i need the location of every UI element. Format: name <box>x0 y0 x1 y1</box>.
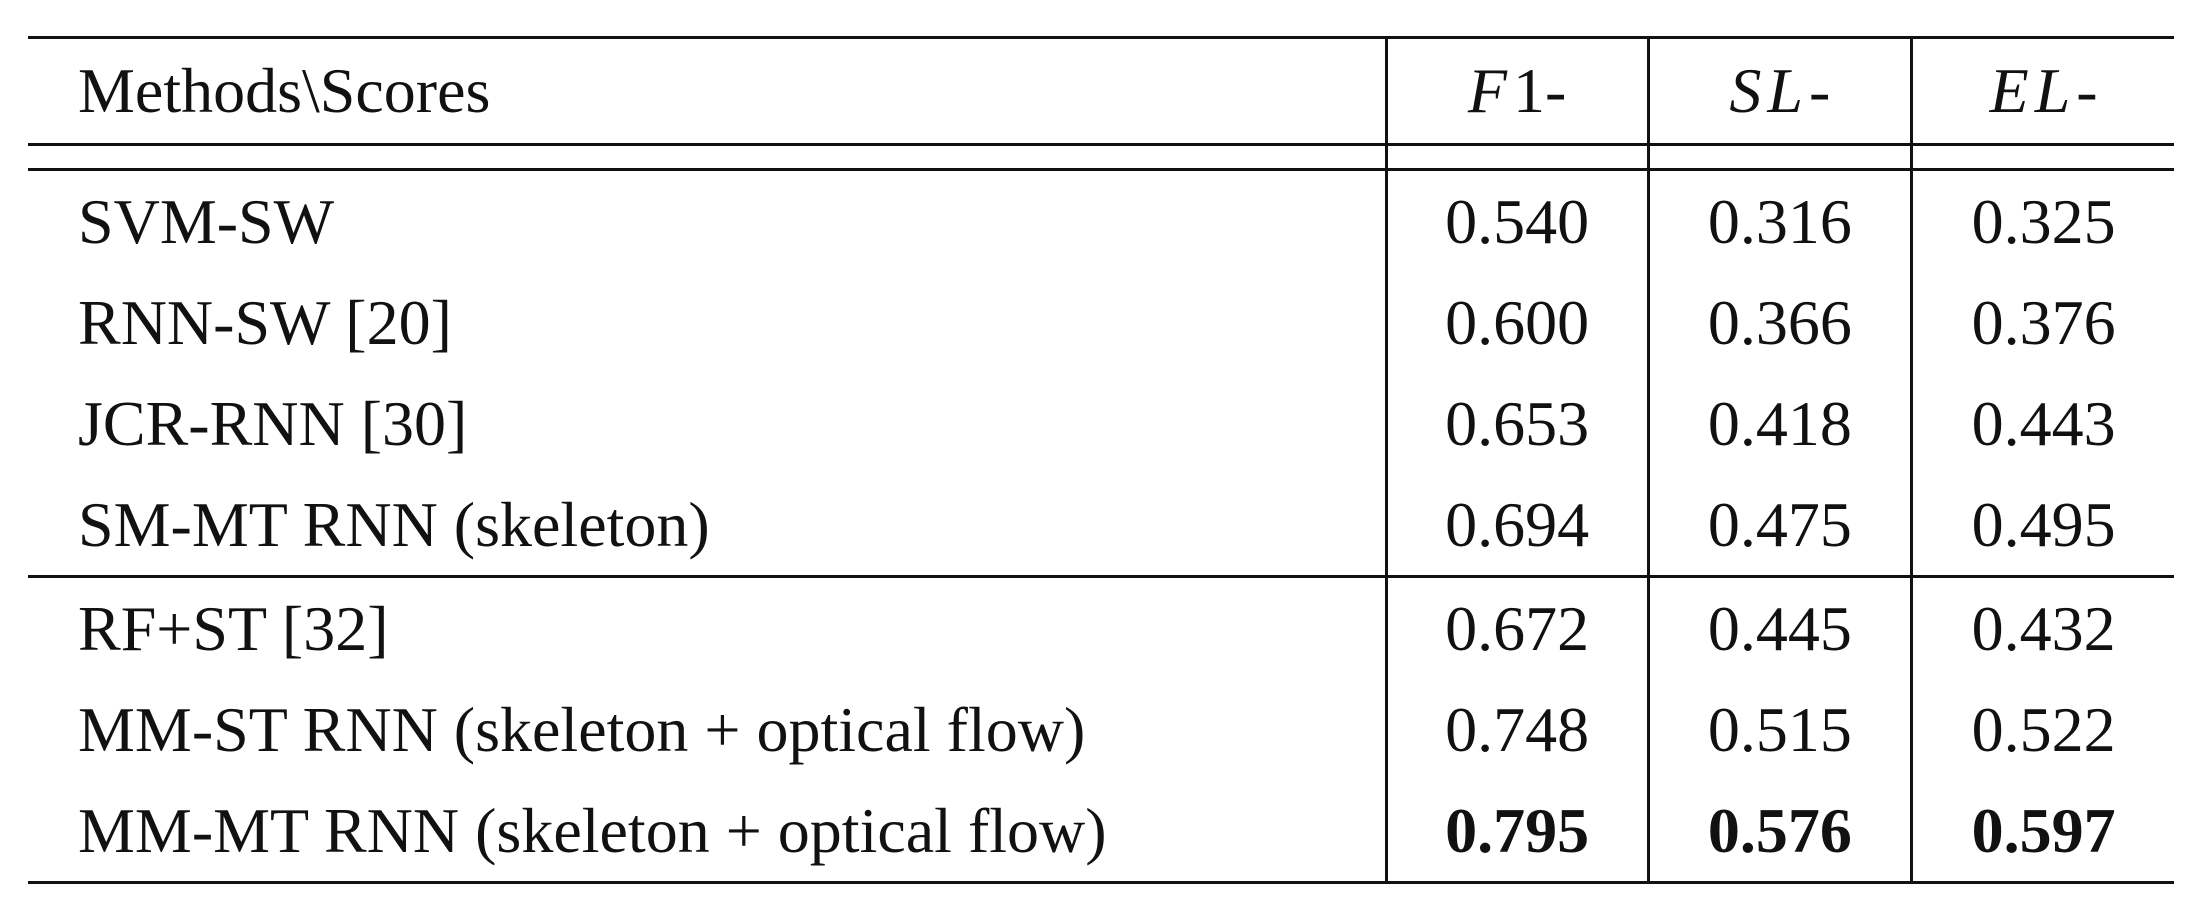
table-body: SVM-SW 0.540 0.316 0.325 RNN-SW [20] 0.6… <box>28 143 2174 884</box>
method-cell: RNN-SW [20] <box>78 286 452 358</box>
sl-cell: 0.366 <box>1646 272 1912 373</box>
gap-cell <box>1910 143 2174 171</box>
header-el-suffix: - <box>2076 55 2098 126</box>
f1-cell: 0.748 <box>1384 679 1649 780</box>
el-cell: 0.522 <box>1910 679 2174 780</box>
gap-cell <box>1646 143 1912 171</box>
f1-cell-best: 0.795 <box>1384 780 1649 884</box>
header-methods: Methods\Scores <box>28 36 1387 145</box>
method-cell: MM-ST RNN (skeleton + optical flow) <box>78 693 1086 765</box>
sl-cell: 0.515 <box>1646 679 1912 780</box>
table-row: RF+ST [32] 0.672 0.445 0.432 <box>28 576 2174 679</box>
sl-cell-best: 0.576 <box>1646 780 1912 884</box>
header-double-rule <box>28 143 2174 171</box>
results-table: Methods\Scores F1- SL- EL- SVM-SW 0.540 … <box>28 36 2174 884</box>
header-f1-symbol: F <box>1467 55 1513 126</box>
header-el: EL- <box>1910 36 2174 145</box>
table-row: MM-ST RNN (skeleton + optical flow) 0.74… <box>28 679 2174 780</box>
f1-cell: 0.600 <box>1384 272 1649 373</box>
el-cell: 0.495 <box>1910 474 2174 578</box>
header-f1: F1- <box>1384 36 1649 145</box>
method-cell: SM-MT RNN (skeleton) <box>28 474 1387 578</box>
sl-cell: 0.316 <box>1646 169 1912 272</box>
table-row: MM-MT RNN (skeleton + optical flow) 0.79… <box>28 780 2174 884</box>
sl-cell: 0.475 <box>1646 474 1912 578</box>
header-el-symbol: EL <box>1989 55 2077 126</box>
f1-cell: 0.672 <box>1384 576 1649 679</box>
method-cell: RF+ST [32] <box>78 592 389 664</box>
header-sl-symbol: SL <box>1729 55 1810 126</box>
table-header: Methods\Scores F1- SL- EL- <box>28 36 2174 145</box>
el-cell: 0.443 <box>1910 373 2174 474</box>
header-f1-suffix: 1- <box>1512 55 1567 126</box>
el-cell: 0.325 <box>1910 169 2174 272</box>
method-cell: SVM-SW <box>78 185 335 257</box>
sl-cell: 0.418 <box>1646 373 1912 474</box>
table-row: RNN-SW [20] 0.600 0.366 0.376 <box>28 272 2174 373</box>
gap-cell <box>1384 143 1649 171</box>
gap-cell <box>28 143 1387 171</box>
header-sl-suffix: - <box>1809 55 1831 126</box>
table-row: JCR-RNN [30] 0.653 0.418 0.443 <box>28 373 2174 474</box>
el-cell: 0.376 <box>1910 272 2174 373</box>
method-cell: MM-MT RNN (skeleton + optical flow) <box>28 780 1387 884</box>
f1-cell: 0.653 <box>1384 373 1649 474</box>
f1-cell: 0.694 <box>1384 474 1649 578</box>
header-sl: SL- <box>1646 36 1912 145</box>
header-row: Methods\Scores F1- SL- EL- <box>28 36 2174 145</box>
el-cell-best: 0.597 <box>1910 780 2174 884</box>
table-row: SVM-SW 0.540 0.316 0.325 <box>28 169 2174 272</box>
results-table-container: Methods\Scores F1- SL- EL- SVM-SW 0.540 … <box>28 36 2174 884</box>
table-row: SM-MT RNN (skeleton) 0.694 0.475 0.495 <box>28 474 2174 578</box>
el-cell: 0.432 <box>1910 576 2174 679</box>
f1-cell: 0.540 <box>1384 169 1649 272</box>
sl-cell: 0.445 <box>1646 576 1912 679</box>
method-cell: JCR-RNN [30] <box>78 387 468 459</box>
